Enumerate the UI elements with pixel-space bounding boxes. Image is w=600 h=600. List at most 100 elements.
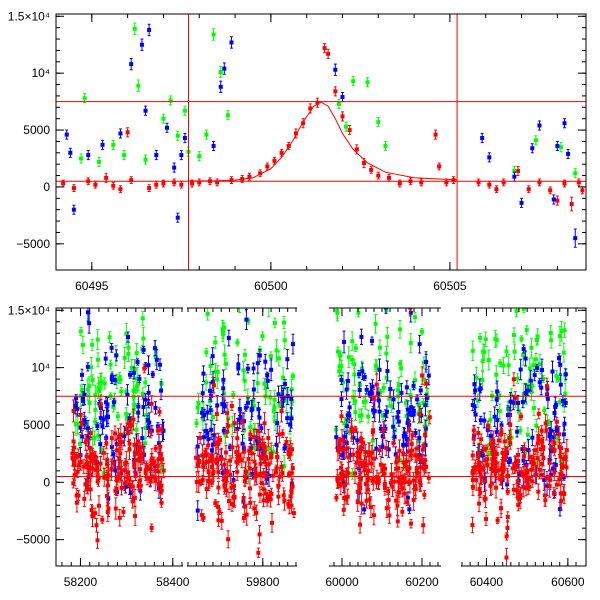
data-point [286, 443, 291, 459]
data-point [201, 513, 206, 523]
data-point [213, 499, 218, 507]
data-point [399, 383, 404, 403]
data-point [536, 483, 541, 500]
data-point [353, 403, 358, 421]
data-point [346, 346, 351, 369]
data-point [216, 501, 221, 513]
data-point [209, 419, 214, 440]
data-point [401, 447, 406, 462]
data-point [92, 452, 97, 465]
data-point [115, 411, 120, 421]
data-point [499, 425, 504, 443]
data-point [407, 419, 412, 441]
data-point [284, 436, 289, 447]
data-point [426, 471, 431, 484]
data-point [242, 370, 247, 391]
data-point [363, 444, 368, 460]
x-tick-label: 59800 [246, 575, 280, 589]
data-point [289, 442, 294, 456]
data-point [211, 376, 216, 394]
data-point [152, 340, 157, 357]
data-point [132, 455, 137, 472]
data-point [205, 404, 210, 421]
data-point [70, 449, 75, 467]
data-point [109, 343, 114, 353]
data-point [476, 452, 481, 461]
data-point [561, 425, 566, 444]
data-point [265, 371, 270, 379]
data-point [119, 480, 124, 496]
data-point [396, 402, 401, 422]
data-point [563, 398, 568, 408]
data-point [492, 406, 497, 427]
data-point [157, 358, 162, 372]
data-point [384, 439, 389, 456]
data-point [526, 384, 531, 397]
data-point [537, 460, 542, 480]
data-point [100, 139, 105, 150]
data-point [136, 448, 141, 472]
data-point [147, 184, 152, 192]
data-point [71, 204, 76, 215]
data-point [265, 373, 270, 389]
data-point [341, 503, 346, 516]
data-point [551, 487, 556, 499]
data-point [336, 98, 341, 109]
data-point [276, 350, 281, 367]
data-point [141, 345, 146, 354]
data-point [149, 395, 154, 413]
data-point [263, 464, 268, 485]
data-point [225, 110, 230, 121]
data-point [271, 444, 276, 459]
data-point [552, 432, 557, 454]
data-point [527, 469, 532, 489]
data-point [508, 436, 513, 450]
data-point [260, 331, 265, 341]
data-point [364, 492, 369, 509]
data-point [222, 477, 227, 495]
data-point [349, 425, 354, 438]
data-point [277, 425, 282, 444]
data-point [198, 431, 203, 444]
data-point [252, 501, 257, 516]
data-point [353, 462, 358, 484]
data-point [206, 461, 211, 484]
data-point [161, 421, 166, 440]
y-tick-label: 0 [43, 180, 50, 194]
data-point [95, 329, 100, 351]
data-point [230, 415, 235, 436]
data-point [536, 434, 541, 445]
data-point [404, 380, 409, 395]
data-point [539, 442, 544, 457]
data-point [484, 444, 489, 453]
data-point [251, 294, 255, 303]
data-point [473, 459, 478, 475]
data-point [580, 186, 585, 195]
data-point [282, 444, 287, 453]
data-point [99, 372, 104, 391]
data-point [523, 383, 528, 403]
data-point [87, 312, 92, 334]
data-point [64, 129, 69, 140]
data-point [84, 433, 89, 446]
data-point [197, 151, 202, 162]
data-point [231, 390, 236, 399]
data-point [111, 181, 116, 190]
data-point [384, 371, 389, 385]
data-point [232, 489, 237, 507]
top-frame [55, 13, 587, 271]
data-point [208, 405, 213, 415]
data-point [98, 434, 103, 454]
data-point [344, 419, 349, 433]
data-point [365, 486, 370, 494]
data-point [255, 438, 260, 457]
data-point [376, 472, 381, 491]
bottom-panel: 58200 58400 59800 60000 60200 60400 60600 −5000… [8, 294, 587, 589]
data-point [376, 171, 381, 180]
data-point [539, 425, 544, 437]
data-point [251, 379, 256, 400]
data-point [94, 517, 99, 533]
data-point [389, 462, 394, 486]
data-point [535, 447, 540, 469]
data-point [422, 462, 427, 473]
